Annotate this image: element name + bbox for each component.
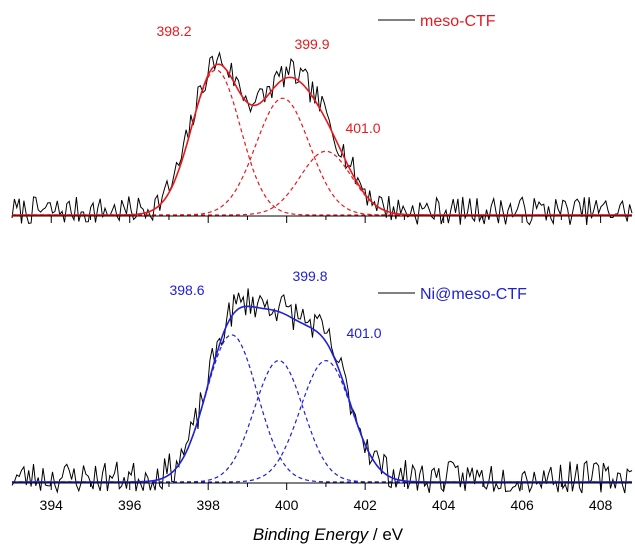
peak-label-3: 401.0 <box>346 325 381 341</box>
fit-envelope-line <box>12 63 632 216</box>
peak-label-1: 398.2 <box>156 23 191 39</box>
raw-spectrum-line <box>11 50 633 226</box>
x-tick-label: 394 <box>40 497 64 513</box>
x-tick-label: 396 <box>118 497 142 513</box>
peak-label-2: 399.8 <box>292 268 327 284</box>
x-tick-label: 402 <box>353 497 377 513</box>
x-axis-title: Binding Energy / eV <box>253 525 404 544</box>
fit-component-2 <box>12 359 632 483</box>
x-tick-label: 408 <box>589 497 613 513</box>
peak-label-3: 401.0 <box>345 120 380 136</box>
legend-label: Ni@meso-CTF <box>420 286 527 303</box>
x-tick-label: 400 <box>275 497 299 513</box>
x-tick-label: 404 <box>432 497 456 513</box>
x-axis: 394 396 398 400 402 404 406 408 <box>40 497 613 513</box>
fit-component-1 <box>12 69 632 216</box>
fit-component-2 <box>12 97 632 216</box>
x-axis-title-quantity: Binding Energy <box>253 525 370 544</box>
fit-envelope-line <box>12 305 632 483</box>
panel-meso-ctf: 398.2 399.9 401.0 meso-CTF <box>11 13 633 226</box>
x-tick-label: 398 <box>197 497 221 513</box>
fit-component-1 <box>12 334 632 483</box>
panel-ni-meso-ctf: 398.6 399.8 401.0 Ni@meso-CTF <box>11 268 633 494</box>
legend-label: meso-CTF <box>420 13 496 30</box>
peak-label-2: 399.9 <box>294 36 329 52</box>
peak-label-1: 398.6 <box>169 282 204 298</box>
x-tick-label: 406 <box>510 497 534 513</box>
fit-component-3 <box>12 150 632 216</box>
raw-spectrum-line <box>11 288 633 494</box>
x-axis-title-unit: / eV <box>368 525 404 544</box>
